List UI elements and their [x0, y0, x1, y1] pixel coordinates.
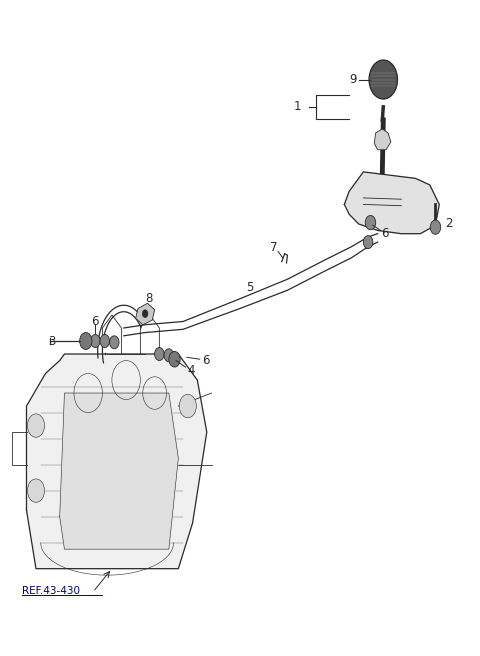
Circle shape: [430, 220, 441, 234]
Text: 8: 8: [145, 292, 153, 305]
Circle shape: [27, 414, 45, 438]
Polygon shape: [60, 393, 179, 549]
Circle shape: [169, 352, 180, 367]
Text: 7: 7: [270, 241, 278, 254]
Circle shape: [27, 479, 45, 502]
Text: 4: 4: [187, 365, 194, 377]
Text: 6: 6: [202, 354, 210, 367]
Circle shape: [155, 348, 164, 361]
Text: 2: 2: [445, 217, 453, 230]
Text: 6: 6: [92, 315, 99, 328]
Circle shape: [363, 236, 373, 249]
Circle shape: [109, 336, 119, 349]
Text: 3: 3: [48, 335, 56, 348]
Circle shape: [91, 335, 100, 348]
Text: 6: 6: [382, 226, 389, 239]
Circle shape: [100, 335, 109, 348]
Polygon shape: [136, 303, 155, 325]
Text: 5: 5: [246, 281, 253, 294]
Text: 9: 9: [349, 73, 357, 86]
Text: REF.43-430: REF.43-430: [22, 586, 80, 596]
Circle shape: [142, 310, 148, 318]
Polygon shape: [26, 354, 207, 569]
Circle shape: [179, 394, 196, 418]
Circle shape: [80, 333, 92, 350]
Polygon shape: [374, 129, 391, 150]
Polygon shape: [344, 172, 439, 234]
Circle shape: [369, 60, 397, 99]
Circle shape: [365, 215, 376, 230]
Text: 1: 1: [294, 100, 301, 113]
Circle shape: [164, 349, 174, 362]
